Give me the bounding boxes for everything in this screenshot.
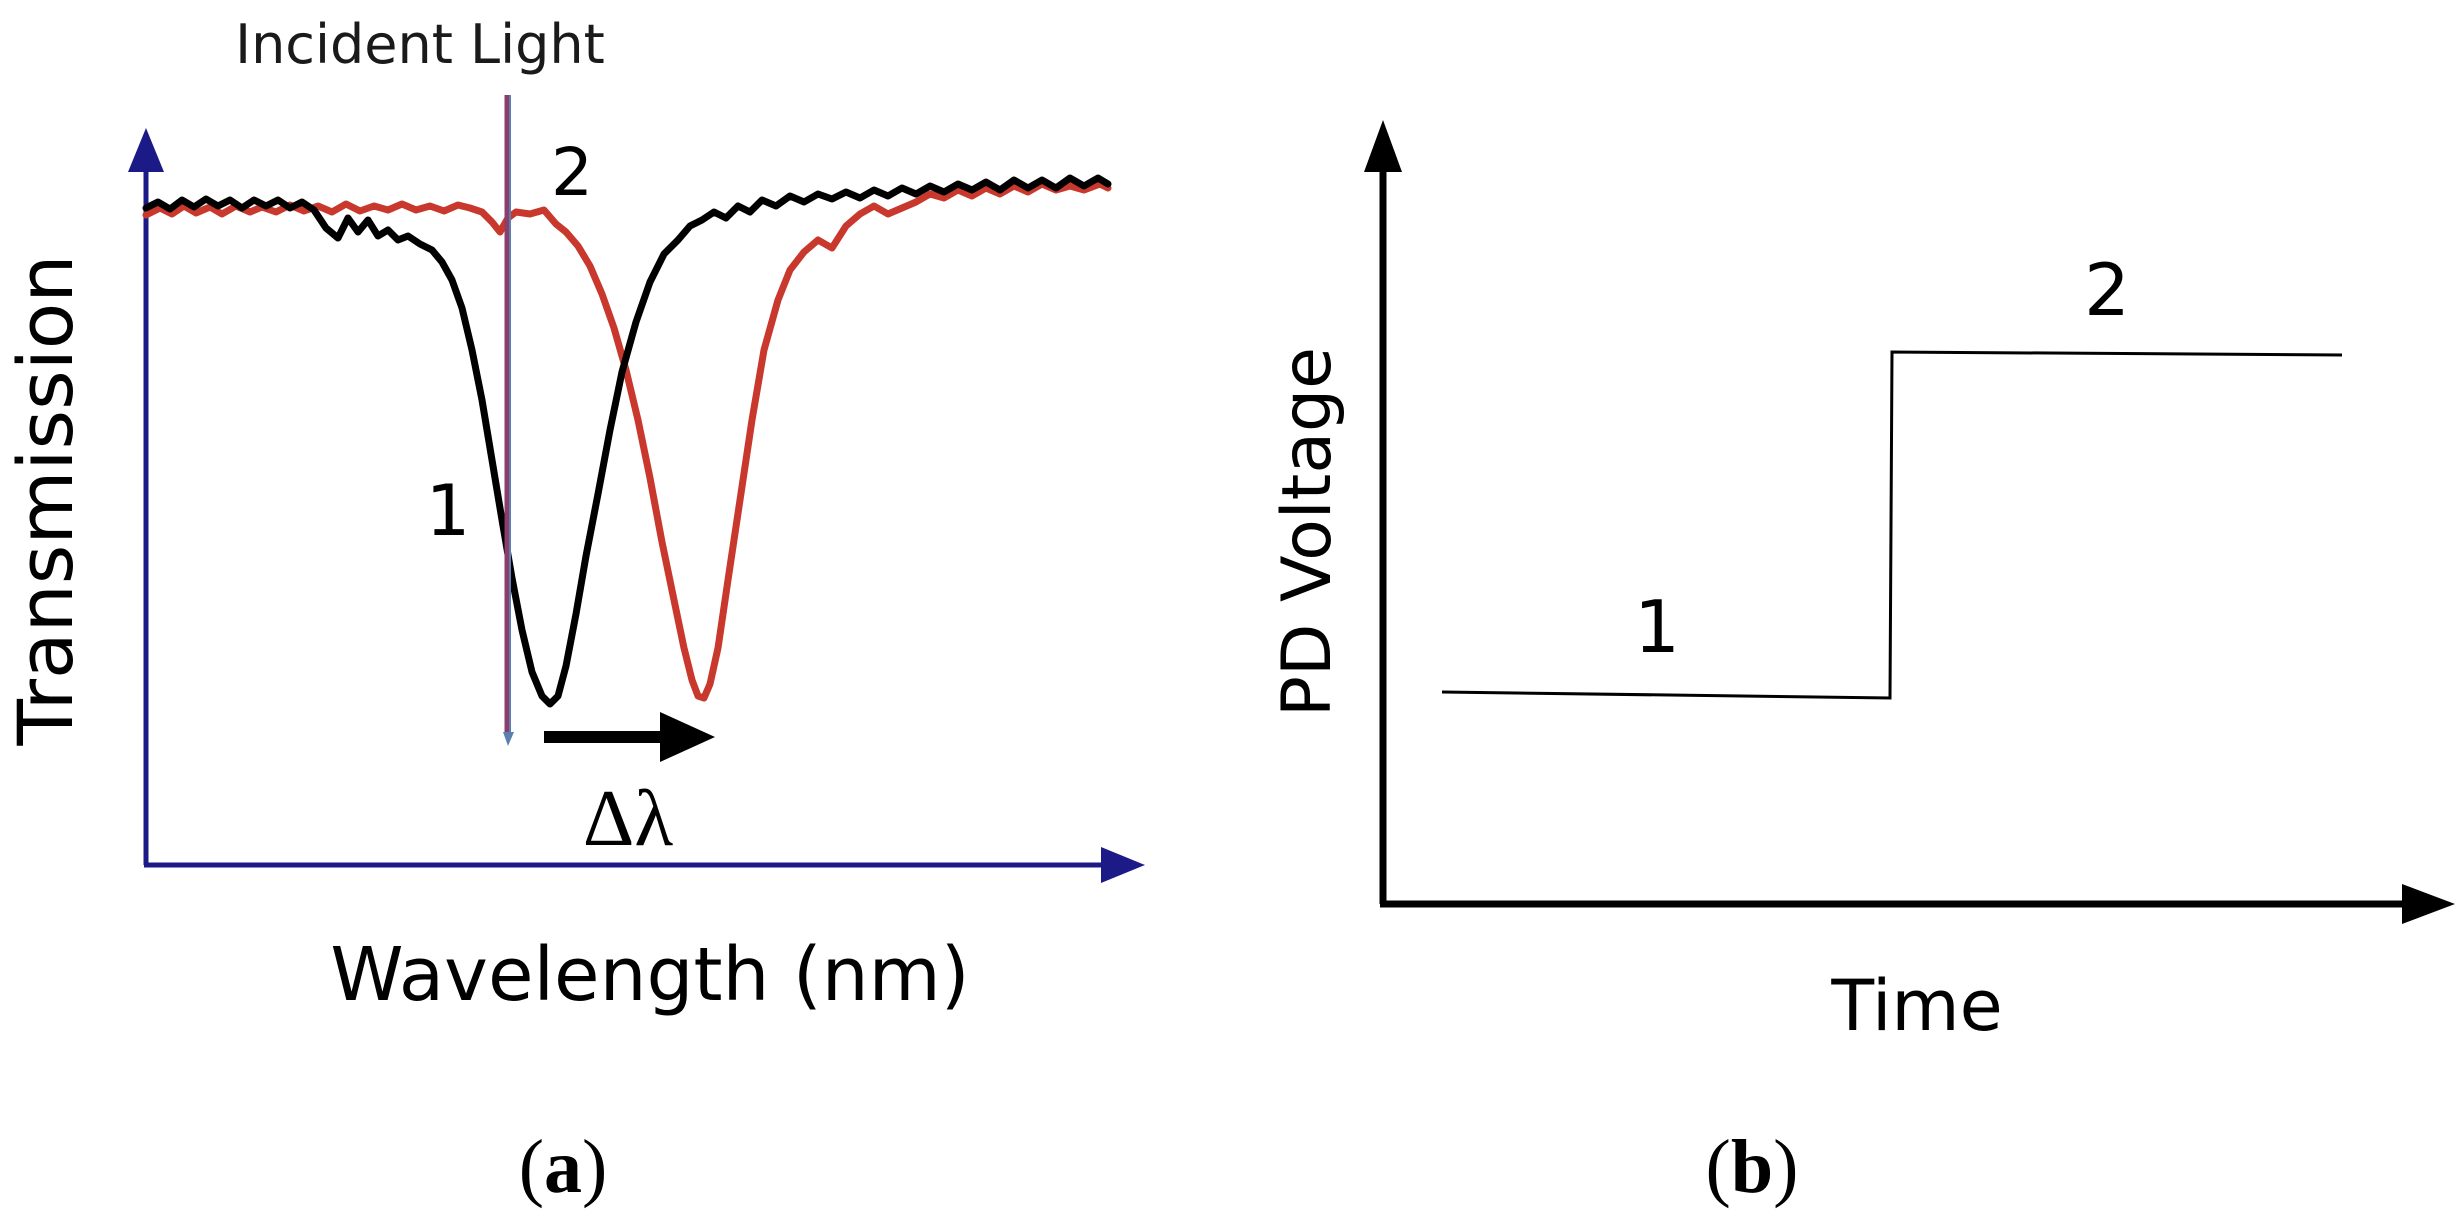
x-axis-label-a: Wavelength (nm) — [330, 932, 969, 1018]
y-axis-arrowhead-a — [128, 128, 164, 172]
x-axis-label-b: Time — [1830, 965, 2002, 1047]
y-axis-label-b: PD Voltage — [1268, 347, 1347, 717]
pd-voltage-trace — [1441, 350, 2343, 700]
x-axis-arrowhead-b — [2402, 884, 2455, 924]
panel-b: PD Voltage Time 1 2 (b) — [1268, 120, 2455, 1209]
red-transmission-curve — [142, 180, 1112, 702]
y-axis-label-a: Transmission — [1, 255, 90, 747]
incident-light-tip — [503, 732, 514, 746]
marker-1-label: 1 — [426, 470, 471, 552]
caption-a-close: ) — [582, 1125, 607, 1209]
marker-2-label: 2 — [551, 134, 593, 211]
shift-arrowhead — [660, 712, 715, 762]
level-1-label: 1 — [1634, 585, 1680, 669]
panel-a: Incident Light 2 1 Δλ Transmission Wavel… — [1, 13, 1145, 1209]
x-axis-arrowhead-a — [1101, 847, 1145, 883]
caption-a: (a) — [519, 1125, 608, 1209]
shift-label: Δλ — [583, 775, 673, 863]
level-2-label: 2 — [2084, 248, 2130, 332]
incident-light-label: Incident Light — [235, 13, 605, 76]
y-axis-arrowhead-b — [1364, 120, 1402, 172]
caption-a-open: ( — [519, 1125, 544, 1209]
caption-b-letter: b — [1731, 1125, 1773, 1209]
black-transmission-curve — [142, 174, 1112, 708]
caption-b: (b) — [1706, 1125, 1799, 1209]
caption-b-close: ) — [1773, 1125, 1798, 1209]
caption-a-letter: a — [544, 1125, 582, 1209]
caption-b-open: ( — [1706, 1125, 1731, 1209]
